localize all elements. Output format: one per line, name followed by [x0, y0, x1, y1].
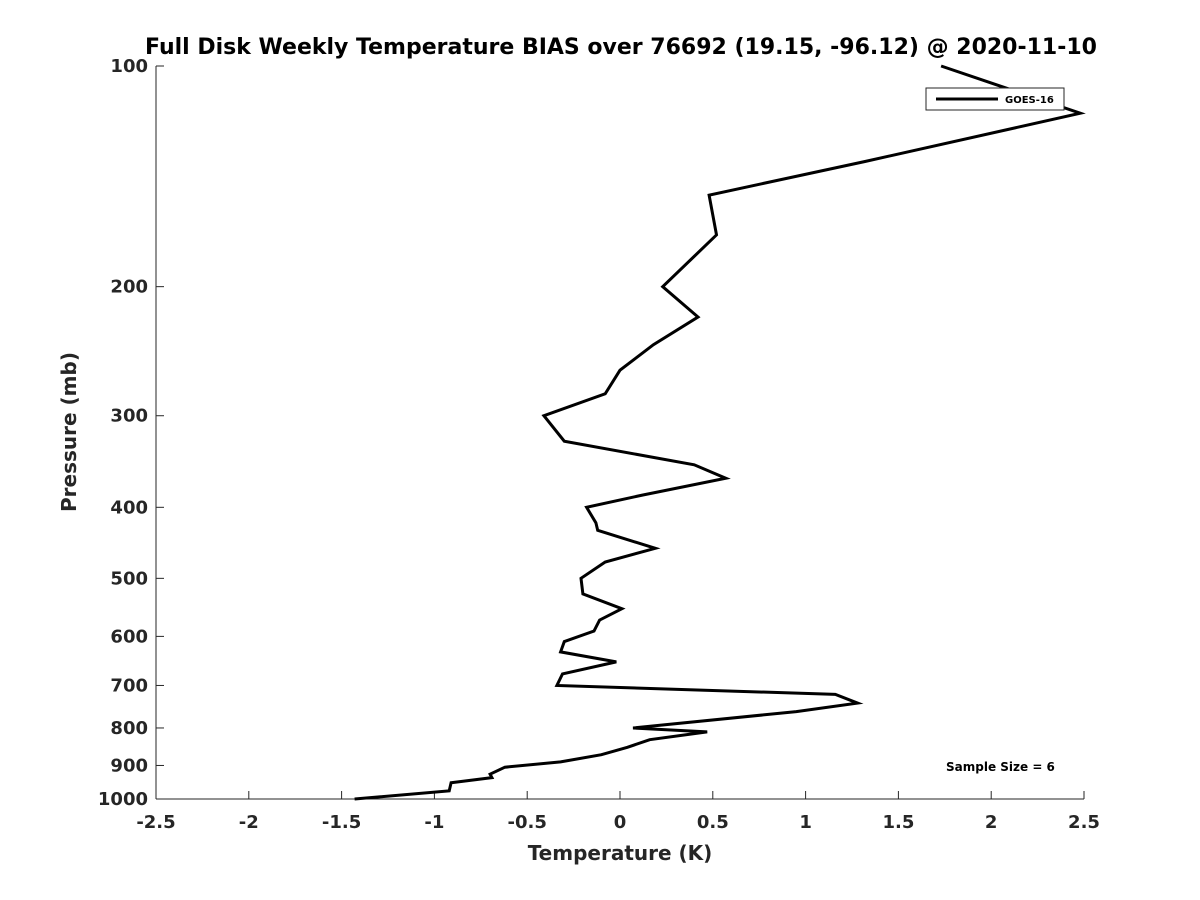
- y-ticks: 100 200 300 400 500 600 700 800 900 1000: [98, 56, 164, 810]
- x-tick-label: -2.5: [136, 812, 175, 833]
- y-tick-label: 200: [110, 277, 148, 298]
- x-tick-label: 0.5: [697, 812, 729, 833]
- legend-label-goes-16: GOES-16: [1005, 95, 1054, 106]
- y-tick-label: 600: [110, 626, 148, 647]
- chart-title: Full Disk Weekly Temperature BIAS over 7…: [145, 35, 1097, 60]
- y-tick-label: 400: [110, 497, 148, 518]
- x-tick-label: 2.5: [1068, 812, 1100, 833]
- x-axis-label: Temperature (K): [528, 841, 713, 865]
- legend: GOES-16: [925, 87, 1065, 111]
- y-tick-label: 800: [110, 718, 148, 739]
- y-tick-label: 100: [110, 56, 148, 77]
- y-tick-label: 500: [110, 568, 148, 589]
- x-ticks: -2.5 -2 -1.5 -1 -0.5 0 0.5 1 1.5 2 2.5: [136, 791, 1100, 833]
- x-tick-label: -2: [239, 812, 259, 833]
- x-tick-label: 1.5: [882, 812, 914, 833]
- plot-area: -2.5 -2 -1.5 -1 -0.5 0 0.5 1 1.5 2 2.5 100 200 300 40…: [98, 56, 1100, 833]
- x-tick-label: -1.5: [322, 812, 361, 833]
- x-tick-label: -0.5: [508, 812, 547, 833]
- x-tick-label: 1: [799, 812, 812, 833]
- series-layer: [354, 64, 1086, 801]
- y-tick-label: 900: [110, 755, 148, 776]
- y-tick-label: 1000: [98, 789, 148, 810]
- series-line-goes-16: [354, 64, 1086, 801]
- x-tick-label: -1: [424, 812, 444, 833]
- y-tick-label: 700: [110, 675, 148, 696]
- x-tick-label: 2: [985, 812, 998, 833]
- y-tick-label: 300: [110, 406, 148, 427]
- x-tick-label: 0: [614, 812, 627, 833]
- sample-size-annotation: Sample Size = 6: [946, 760, 1055, 774]
- y-axis-label: Pressure (mb): [57, 352, 81, 512]
